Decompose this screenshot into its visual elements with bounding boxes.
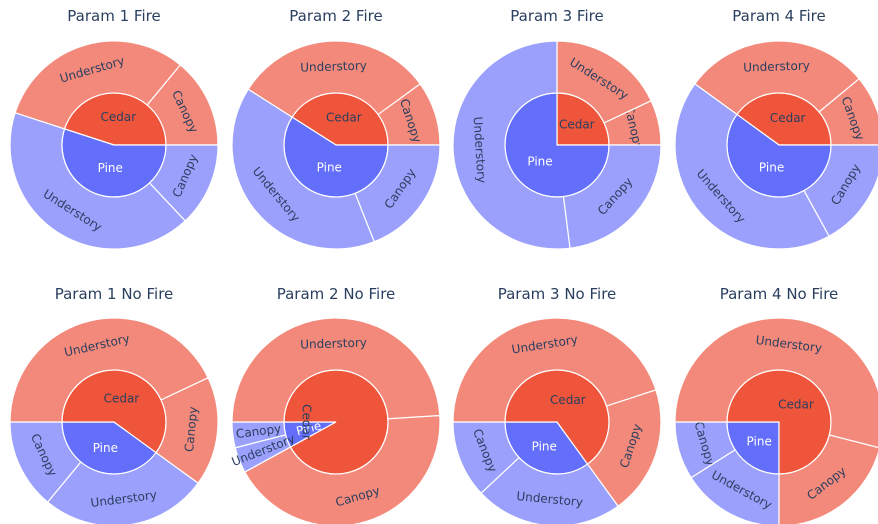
wedge-label-cedar: Cedar — [104, 392, 140, 406]
wedge-label-cedar: Cedar — [559, 118, 595, 132]
chart-title: Param 1 Fire — [67, 7, 160, 25]
wedge-label-pine: Pine — [527, 154, 552, 168]
chart-title: Param 4 Fire — [732, 7, 825, 25]
ring-label-understory: Understory — [300, 335, 367, 351]
chart-title: Param 4 No Fire — [720, 285, 839, 303]
chart-title: Param 3 No Fire — [498, 285, 617, 303]
ring-pine-understory — [452, 40, 571, 250]
wedge-label-pine: Pine — [747, 434, 772, 448]
ring-label-understory: Understory — [516, 489, 584, 509]
ring-pine-understory — [690, 449, 780, 524]
ring-cedar-understory — [9, 317, 209, 423]
wedge-label-cedar: Cedar — [300, 404, 314, 440]
ring-pine-understory — [674, 83, 830, 250]
ring-cedar-understory — [694, 40, 860, 116]
ring-cedar-understory — [231, 317, 441, 423]
ring-cedar-canopy — [244, 414, 441, 524]
wedge-label-cedar: Cedar — [770, 111, 806, 125]
wedge-label-cedar: Cedar — [550, 393, 586, 407]
wedge-label-pine: Pine — [532, 439, 557, 453]
ring-cedar-understory — [674, 317, 878, 449]
wedge-label-pine: Pine — [98, 161, 123, 175]
sunburst-chart-8: Param 4 No FireCanopyUnderstoryPineCanop… — [674, 285, 878, 524]
chart-title: Param 3 Fire — [510, 7, 603, 25]
ring-pine-understory — [231, 88, 376, 250]
wedge-label-cedar: Cedar — [326, 111, 362, 125]
ring-pine-canopy — [803, 144, 878, 237]
wedge-label-pine: Pine — [93, 441, 118, 455]
ring-cedar-understory — [14, 40, 182, 130]
ring-label-understory: Understory — [300, 58, 367, 74]
ring-pine-canopy — [148, 144, 219, 222]
chart-title: Param 2 No Fire — [277, 285, 396, 303]
chart-title: Param 2 Fire — [289, 7, 382, 25]
ring-cedar-understory — [452, 317, 657, 423]
sunburst-chart-3: Param 3 FireCanopyUnderstoryCedarUnderst… — [452, 7, 662, 250]
ring-pine-understory — [9, 112, 187, 250]
ring-cedar-understory — [247, 40, 421, 118]
wedge-label-cedar: Cedar — [778, 398, 814, 412]
ring-pine-understory — [480, 456, 619, 524]
ring-label-understory: Understory — [743, 58, 810, 74]
sunburst-chart-1: Param 1 FireCanopyUnderstoryCedarUnderst… — [9, 7, 219, 250]
sunburst-chart-6: Param 2 No FireCanopyUnderstoryPineCanop… — [230, 285, 441, 524]
wedge-label-pine: Pine — [317, 161, 342, 175]
ring-label-canopy: Canopy — [235, 421, 282, 441]
chart-title: Param 1 No Fire — [55, 285, 174, 303]
ring-cedar-canopy — [778, 434, 878, 524]
ring-pine-canopy — [354, 144, 441, 243]
ring-cedar-canopy — [586, 389, 662, 507]
ring-pine-canopy — [562, 144, 662, 249]
sunburst-chart-4: Param 4 FireCanopyUnderstoryCedarUnderst… — [674, 7, 878, 250]
sunburst-chart-2: Param 2 FireCanopyUnderstoryCedarUnderst… — [231, 7, 441, 250]
wedge-label-pine: Pine — [759, 160, 784, 174]
ring-label-understory: Understory — [471, 116, 489, 183]
wedge-label-cedar: Cedar — [101, 110, 137, 124]
ring-label-canopy: Canopy — [182, 406, 200, 453]
